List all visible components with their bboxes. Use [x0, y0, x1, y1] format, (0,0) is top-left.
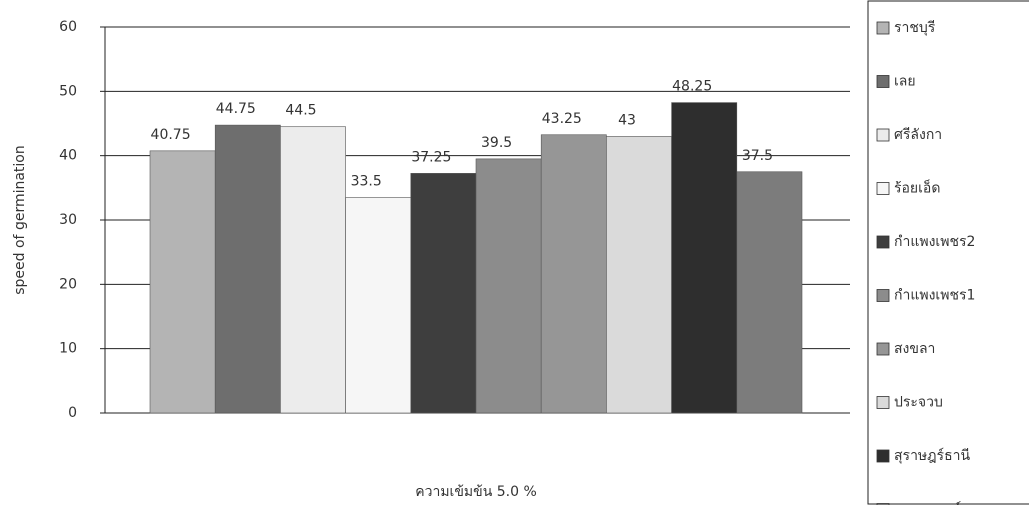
bar — [606, 136, 672, 414]
legend-label: สุราษฎร์ธานี — [894, 447, 970, 464]
bar — [214, 124, 281, 414]
bar — [736, 171, 803, 414]
legend-swatch — [876, 182, 890, 195]
legend-swatch — [876, 21, 890, 35]
bar — [410, 173, 477, 414]
legend-label: ราชบุรี — [894, 20, 936, 36]
bar — [540, 134, 607, 414]
legend-swatch — [876, 75, 890, 88]
legend-swatch — [876, 503, 890, 505]
data-label: 39.5 — [481, 135, 512, 151]
y-tick-label: 0 — [68, 405, 77, 421]
data-label: 37.25 — [411, 149, 451, 165]
legend-label: สงขลา — [894, 341, 935, 357]
bar — [475, 158, 542, 414]
legend-swatch — [876, 449, 890, 463]
y-tick-label: 40 — [59, 148, 77, 164]
data-label: 43 — [618, 112, 636, 128]
y-tick-label: 60 — [59, 19, 77, 35]
legend-label: เลย — [894, 74, 916, 90]
bar — [149, 150, 216, 414]
legend-label: ประจวบ — [894, 395, 943, 411]
legend-label: กำแพงเพชร2 — [894, 234, 975, 250]
legend-label: นครสวรรค์ — [894, 501, 961, 505]
data-label: 40.75 — [151, 127, 191, 143]
legend-label: ศรีลังกา — [894, 127, 942, 143]
bar — [671, 102, 738, 414]
legend-swatch — [876, 289, 890, 302]
y-tick-label: 20 — [59, 276, 77, 292]
bar — [280, 126, 346, 414]
data-label: 37.5 — [742, 148, 773, 164]
y-axis-label: speed of germination — [12, 145, 28, 295]
y-tick-label: 10 — [59, 341, 77, 357]
y-tick-label: 30 — [59, 212, 77, 228]
legend-swatch — [876, 396, 890, 409]
x-tick-label: ความเข้มข้น 5.0 % — [415, 484, 537, 500]
legend-box — [867, 0, 1029, 505]
data-label: 44.5 — [285, 103, 316, 119]
data-label: 33.5 — [351, 173, 382, 189]
legend-swatch — [876, 235, 890, 249]
data-label: 44.75 — [216, 101, 256, 117]
data-label: 48.25 — [672, 79, 712, 95]
y-tick-label: 50 — [59, 83, 77, 99]
legend-swatch — [876, 128, 890, 142]
bar — [345, 197, 412, 414]
legend-label: กำแพงเพชร1 — [894, 288, 975, 304]
legend-swatch — [876, 342, 890, 356]
legend-label: ร้อยเอ็ด — [894, 179, 940, 197]
data-label: 43.25 — [542, 111, 582, 127]
